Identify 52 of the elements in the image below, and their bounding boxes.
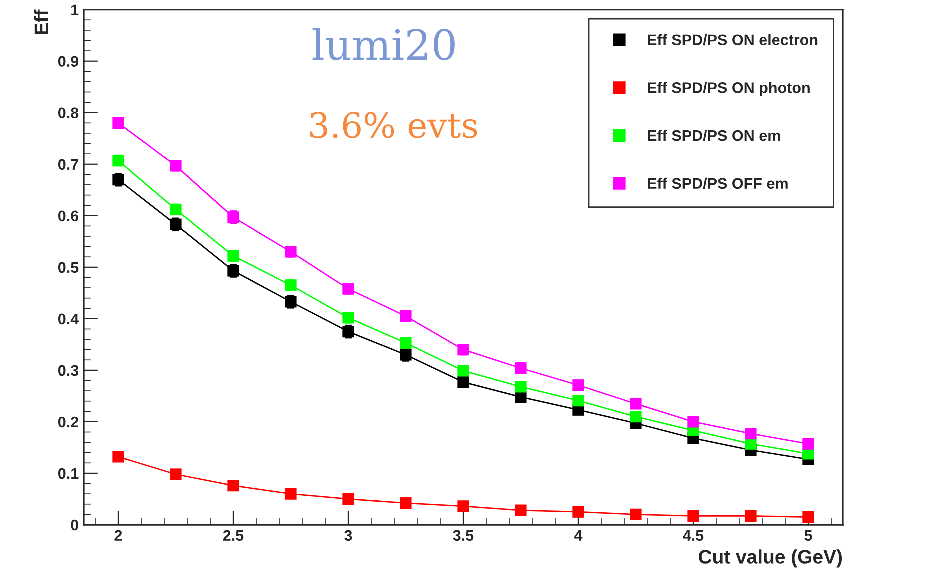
point (112, 117, 124, 129)
point (572, 506, 584, 518)
point (572, 395, 584, 407)
point (802, 438, 814, 450)
x-tick-label: 4.5 (683, 530, 704, 542)
x-tick-label: 4 (574, 530, 583, 541)
point (458, 376, 470, 388)
point (745, 438, 757, 450)
point (802, 511, 814, 524)
point (688, 510, 700, 522)
legend-label: Eff SPD/PS ON electron (648, 34, 818, 46)
point (458, 500, 470, 512)
y-tick-label: 1 (72, 4, 79, 16)
x-tick-label: 3 (344, 530, 352, 542)
point (515, 504, 527, 516)
x-tick-label: 2 (114, 530, 122, 541)
y-tick-label: 0.7 (58, 159, 78, 170)
annotation: 3.6% evts (310, 112, 478, 138)
point (515, 391, 527, 404)
y-tick-label: 0.2 (58, 416, 79, 428)
y-tick-label: 0.1 (58, 468, 79, 480)
point (630, 398, 642, 410)
y-tick-label: 0.4 (58, 314, 80, 325)
point (630, 410, 642, 423)
legend-label: Eff SPD/PS ON em (648, 130, 780, 142)
y-tick-label: 0.5 (58, 262, 79, 274)
point (630, 508, 642, 520)
x-tick-label: 2.5 (223, 530, 244, 542)
y-tick-label: 0 (71, 520, 78, 531)
point (458, 365, 470, 377)
y-tick-label: 0.6 (58, 210, 79, 222)
point (515, 381, 527, 393)
y-tick-label: 0.8 (58, 108, 79, 119)
x-tick-label: 3.5 (453, 530, 474, 542)
point (688, 416, 700, 428)
point (400, 498, 412, 510)
point (228, 480, 240, 492)
legend-label: Eff SPD/PS OFF em (648, 178, 788, 190)
annotation: lumi20 (312, 28, 455, 61)
y-axis-title: Eff (34, 10, 48, 34)
point (285, 488, 297, 500)
y-tick-label: 0.9 (58, 56, 79, 68)
point (112, 451, 124, 463)
point (572, 380, 584, 392)
x-tick-label: 5 (804, 530, 812, 542)
y-tick-label: 0.3 (58, 365, 79, 376)
point (745, 428, 757, 440)
x-axis-title: Cut value (GeV) (699, 550, 842, 568)
point (745, 510, 757, 522)
point (170, 468, 182, 480)
legend-label: Eff SPD/PS ON photon (648, 82, 810, 96)
point (342, 493, 354, 506)
